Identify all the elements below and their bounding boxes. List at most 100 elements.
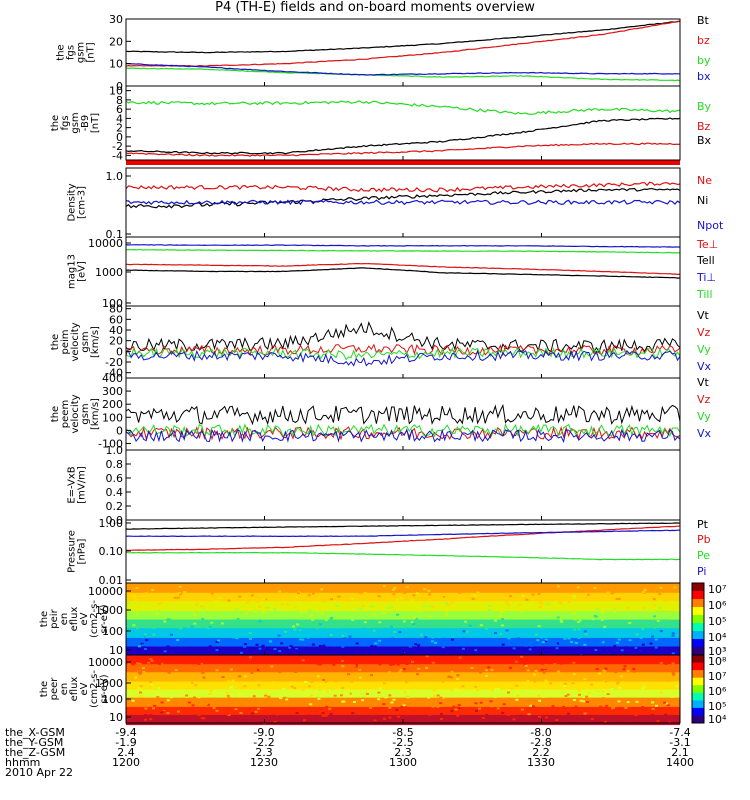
spectrogram-pixel	[243, 675, 247, 678]
spectrogram-pixel	[626, 669, 630, 672]
colorbar-tick-label: 10⁵	[708, 615, 726, 628]
spectrogram-pixel	[613, 658, 617, 661]
spectrogram-pixel	[553, 663, 557, 666]
spectrogram-pixel	[283, 696, 287, 699]
spectrogram-pixel	[595, 668, 599, 671]
spectrogram-pixel	[609, 647, 613, 650]
spectrogram-pixel	[485, 702, 489, 705]
spectrogram-pixel	[671, 662, 675, 665]
spectrogram-pixel	[345, 623, 349, 626]
spectrogram-pixel	[214, 716, 218, 719]
spectrogram-pixel	[179, 593, 183, 596]
spectrogram-pixel	[229, 686, 233, 689]
spectrogram-pixel	[484, 627, 488, 630]
spectrogram-pixel	[370, 645, 374, 648]
spectrogram-pixel	[571, 682, 575, 685]
spectrogram-pixel	[300, 592, 304, 595]
spectrogram-pixel	[510, 601, 514, 604]
spectrogram-pixel	[437, 636, 441, 639]
spectrogram-pixel	[185, 695, 189, 698]
legend-label: Tell	[696, 254, 715, 267]
z-gsm-value: 2.3	[255, 746, 273, 759]
spectrogram-pixel	[461, 685, 465, 688]
spectrogram-pixel	[663, 598, 667, 601]
spectrogram-pixel	[236, 618, 240, 620]
spectrogram-pixel	[415, 618, 419, 621]
spectrogram-pixel	[169, 696, 173, 699]
y-axis-label: -B9	[80, 115, 91, 131]
spectrogram-pixel	[145, 639, 149, 642]
spectrogram-pixel	[501, 643, 505, 646]
spectrogram-pixel	[635, 594, 638, 597]
spectrogram-pixel	[264, 694, 268, 697]
spectrogram-pixel	[664, 713, 668, 716]
spectrogram-pixel	[499, 633, 503, 636]
spectrogram-pixel	[491, 601, 495, 604]
spectrogram-pixel	[318, 645, 322, 647]
spectrogram-pixel	[255, 600, 259, 603]
flag-bar	[126, 160, 680, 165]
spectrogram-pixel	[291, 710, 295, 713]
spectrogram-pixel	[636, 648, 640, 651]
spectrogram-pixel	[301, 659, 305, 662]
spectrogram-pixel	[202, 717, 206, 720]
spectrogram-pixel	[374, 717, 378, 720]
spectrogram-pixel	[488, 715, 492, 718]
spectrogram-pixel	[613, 645, 617, 648]
series-line-Pb	[125, 525, 681, 552]
panel-frame	[125, 519, 681, 584]
spectrogram-pixel	[567, 712, 570, 715]
spectrogram-pixel	[147, 661, 151, 664]
spectrogram-pixel	[622, 668, 626, 671]
y-axis-label: fgs	[60, 115, 71, 130]
y-axis-label: [nT]	[86, 42, 97, 62]
spectrogram-pixel	[528, 648, 532, 651]
spectrogram-band	[126, 623, 680, 626]
spectrogram-pixel	[158, 616, 161, 619]
spectrogram-pixel	[218, 597, 222, 600]
spectrogram-pixel	[393, 586, 397, 589]
spectrogram-pixel	[403, 591, 407, 594]
spectrogram-pixel	[555, 647, 559, 650]
spectrogram-pixel	[377, 601, 381, 604]
spectrogram-pixel	[450, 601, 454, 604]
spectrogram-pixel	[429, 632, 433, 635]
spectrogram-pixel	[610, 592, 614, 595]
spectrogram-band	[126, 589, 680, 592]
spectrogram-pixel	[433, 641, 437, 644]
spectrogram-pixel	[431, 719, 435, 722]
spectrogram-pixel	[560, 643, 564, 646]
series-line-Pt	[125, 522, 681, 530]
spectrogram-pixel	[267, 606, 270, 609]
spectrogram-pixel	[294, 671, 298, 673]
spectrogram-pixel	[367, 621, 371, 623]
spectrogram-pixel	[149, 718, 153, 721]
spectrogram-band	[126, 634, 680, 637]
spectrogram-pixel	[494, 619, 497, 622]
spectrogram-pixel	[412, 718, 416, 721]
spectrogram-pixel	[359, 676, 362, 679]
spectrogram-pixel	[491, 650, 495, 653]
spectrogram-pixel	[478, 707, 482, 710]
y-axis-label: [cm-3]	[77, 186, 88, 219]
y-tick-label: 0.6	[106, 472, 124, 485]
spectrogram-pixel	[670, 695, 674, 698]
spectrogram-pixel	[641, 667, 645, 669]
spectrogram-pixel	[548, 675, 552, 678]
spectrogram-pixel	[554, 585, 558, 588]
spectrogram-pixel	[168, 618, 172, 621]
spectrogram-pixel	[674, 639, 678, 642]
spectrogram-pixel	[326, 637, 330, 640]
colorbar-tick-label: 10⁵	[708, 700, 726, 713]
spectrogram-pixel	[133, 595, 136, 598]
spectrogram-pixel	[364, 624, 368, 627]
spectrogram-pixel	[397, 660, 401, 663]
spectrogram-pixel	[608, 669, 612, 672]
spectrogram-pixel	[347, 684, 351, 686]
spectrogram-pixel	[523, 634, 527, 637]
spectrogram-pixel	[215, 640, 219, 643]
spectrogram-pixel	[154, 588, 158, 591]
y-axis-label: [eV]	[77, 261, 88, 282]
spectrogram-pixel	[205, 702, 208, 705]
spectrogram-pixel	[646, 609, 650, 612]
